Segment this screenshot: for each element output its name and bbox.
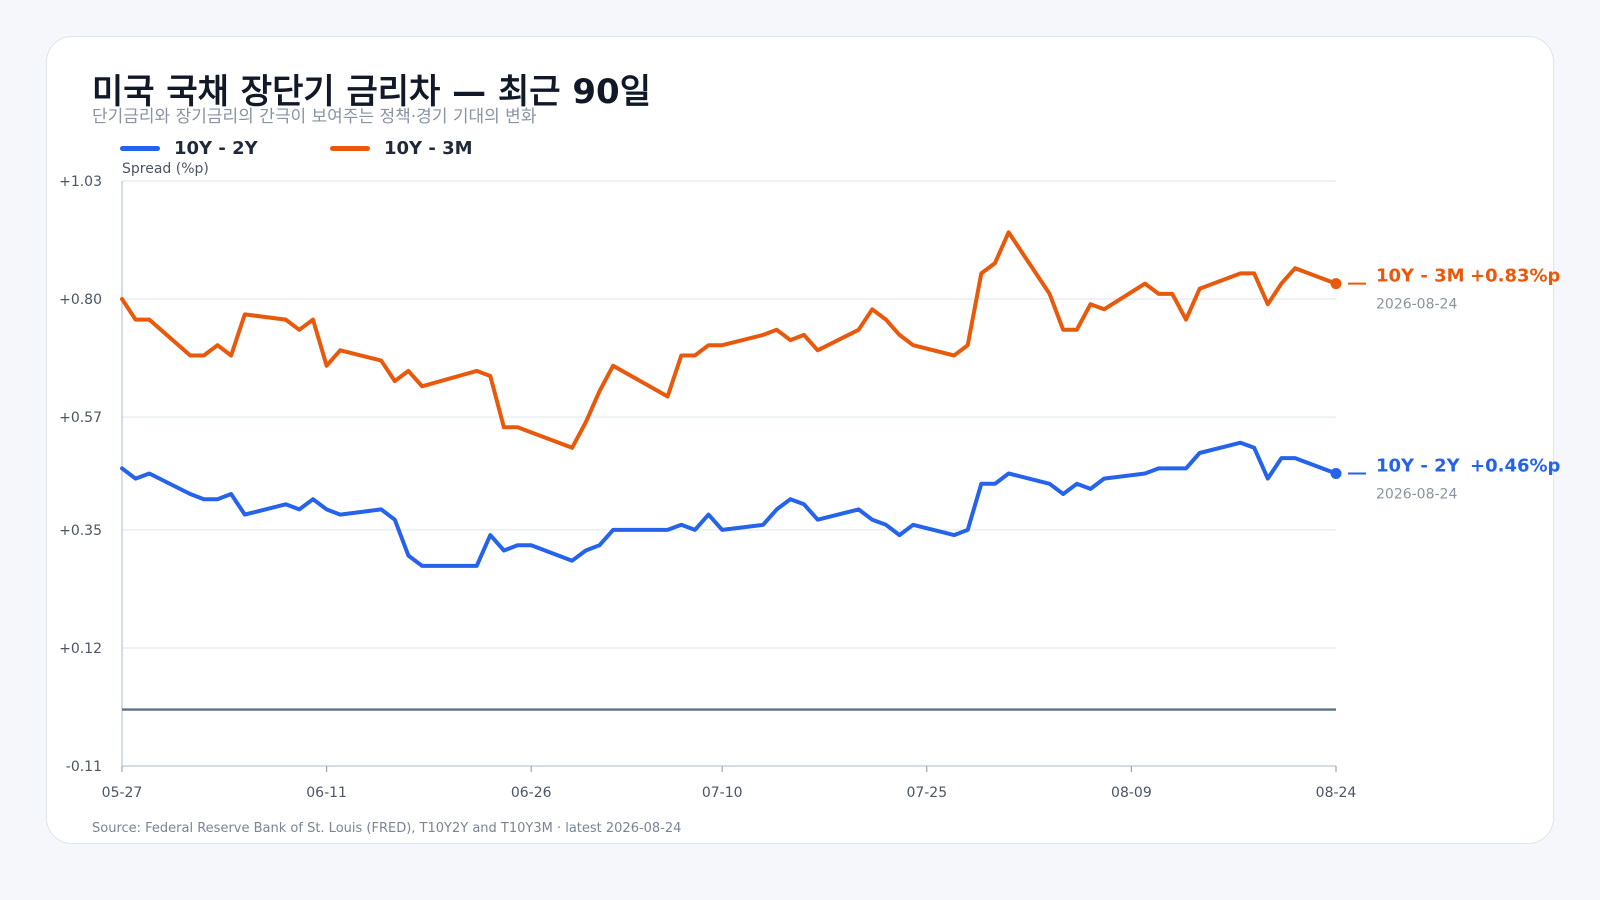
source-note: Source: Federal Reserve Bank of St. Loui… <box>92 821 682 836</box>
x-tick-label: 07-25 <box>906 785 947 801</box>
end-label-value: +0.83%p <box>1470 266 1561 287</box>
x-tick-label: 06-11 <box>306 785 347 801</box>
y-tick-label: +0.12 <box>59 641 102 657</box>
legend-swatch-10y-2y <box>120 146 160 151</box>
x-tick-label: 07-10 <box>702 785 743 801</box>
chart-title: 미국 국채 장단기 금리차 — 최근 90일 <box>92 72 651 112</box>
x-tick-label: 08-24 <box>1316 785 1357 801</box>
legend-swatch-10y-3m <box>330 146 370 151</box>
series-end-point-10y-2y <box>1330 468 1342 479</box>
x-tick-label: 06-26 <box>511 785 552 801</box>
series-line-10y-3m <box>120 230 1338 450</box>
y-tick-label: +1.03 <box>59 174 102 190</box>
legend-label-10y-3m: 10Y - 3M <box>384 138 473 159</box>
y-tick-label: +0.57 <box>59 410 102 426</box>
legend-item-10y-2y: 10Y - 2Y <box>120 138 258 159</box>
chart-subtitle: 단기금리와 장기금리의 간극이 보여주는 정책·경기 기대의 변화 <box>92 107 537 127</box>
end-label-value: +0.46%p <box>1470 456 1561 477</box>
y-axis-label: Spread (%p) <box>122 161 209 177</box>
x-tick-label: 05-27 <box>102 785 143 801</box>
series-end-point-10y-3m <box>1330 278 1342 290</box>
y-tick-label: -0.11 <box>66 759 102 775</box>
end-label-date: 2026-08-24 <box>1376 297 1457 313</box>
x-tick-label: 08-09 <box>1111 785 1152 801</box>
legend-item-10y-3m: 10Y - 3M <box>330 138 473 159</box>
y-tick-label: +0.80 <box>59 292 102 308</box>
end-label-date: 2026-08-24 <box>1376 487 1457 503</box>
y-tick-label: +0.35 <box>59 523 102 539</box>
end-label-name: 10Y - 3M <box>1376 266 1465 287</box>
legend-label-10y-2y: 10Y - 2Y <box>174 138 258 159</box>
series-line-10y-2y <box>120 440 1338 568</box>
end-label-name: 10Y - 2Y <box>1376 456 1461 477</box>
